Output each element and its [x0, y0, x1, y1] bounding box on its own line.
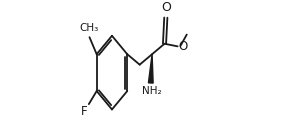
Text: O: O [178, 40, 187, 53]
Polygon shape [148, 54, 153, 83]
Text: NH₂: NH₂ [142, 86, 161, 96]
Text: CH₃: CH₃ [80, 23, 99, 33]
Text: O: O [161, 1, 171, 14]
Text: F: F [81, 105, 88, 118]
